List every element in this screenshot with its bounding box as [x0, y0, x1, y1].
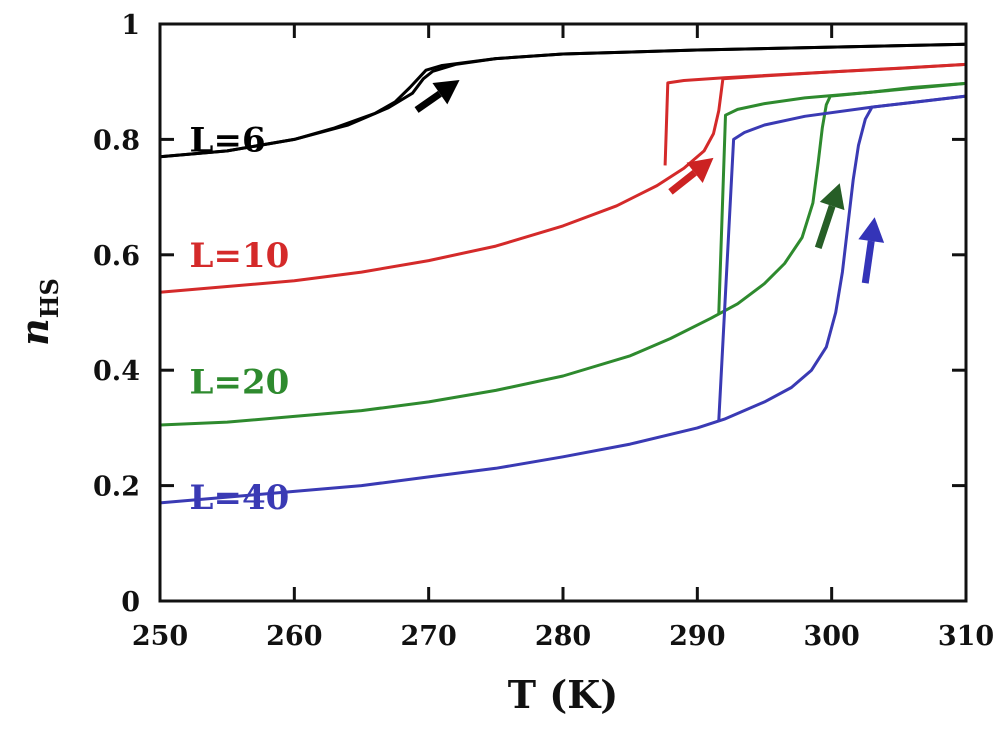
x-tick-label: 310 [938, 621, 994, 652]
series-l-40-heating-line [159, 94, 967, 505]
series-l-20-cooling-line [717, 81, 967, 314]
y-tick-label: 0.4 [93, 356, 140, 387]
y-axis-label: nHS [12, 278, 64, 346]
x-tick-label: 300 [803, 621, 859, 652]
series-labels: L=6 L=10 L=20 L=40 [190, 120, 290, 518]
arrow-shaft [861, 240, 875, 284]
x-tick-label: 280 [535, 621, 591, 652]
arrow-shaft [668, 170, 697, 195]
series-label: L=40 [190, 478, 290, 518]
y-tick-label: 1 [121, 10, 140, 41]
series-label: L=20 [190, 363, 290, 403]
x-tick-label: 290 [669, 621, 725, 652]
series-l-40-cooling-line [717, 94, 967, 421]
heating-arrow-icon [686, 157, 714, 183]
ticks-layer: 250 260 270 280 290 300 310 0 0.2 0.4 0.6 0.8 1 [93, 10, 994, 652]
series-label: L=6 [190, 120, 266, 160]
y-tick-label: 0.2 [93, 472, 140, 503]
y-axis-label-main: n [12, 318, 57, 346]
arrow-shaft [414, 90, 442, 113]
heating-arrow-icon [432, 79, 460, 105]
x-tick-label: 250 [132, 621, 188, 652]
series-label: L=10 [190, 236, 290, 276]
y-tick-label: 0.6 [93, 241, 140, 272]
y-axis-label-sub: HS [35, 278, 64, 318]
series-l-20-heating-line [159, 81, 967, 427]
arrow-shaft [814, 204, 836, 249]
y-tick-label: 0 [121, 587, 140, 618]
curves-layer [159, 42, 967, 505]
series-l-6-heating-line [159, 42, 967, 159]
heating-arrow-icon [858, 217, 885, 243]
heating-arrow-icon [819, 183, 845, 211]
series-l-6-cooling-line [159, 42, 967, 159]
x-tick-label: 270 [400, 621, 456, 652]
series-l-10-cooling-line [663, 62, 967, 166]
svg-text:nHS: nHS [12, 278, 64, 346]
y-tick-label: 0.8 [93, 125, 140, 156]
x-tick-label: 260 [266, 621, 322, 652]
x-axis-label: T (K) [508, 672, 619, 717]
